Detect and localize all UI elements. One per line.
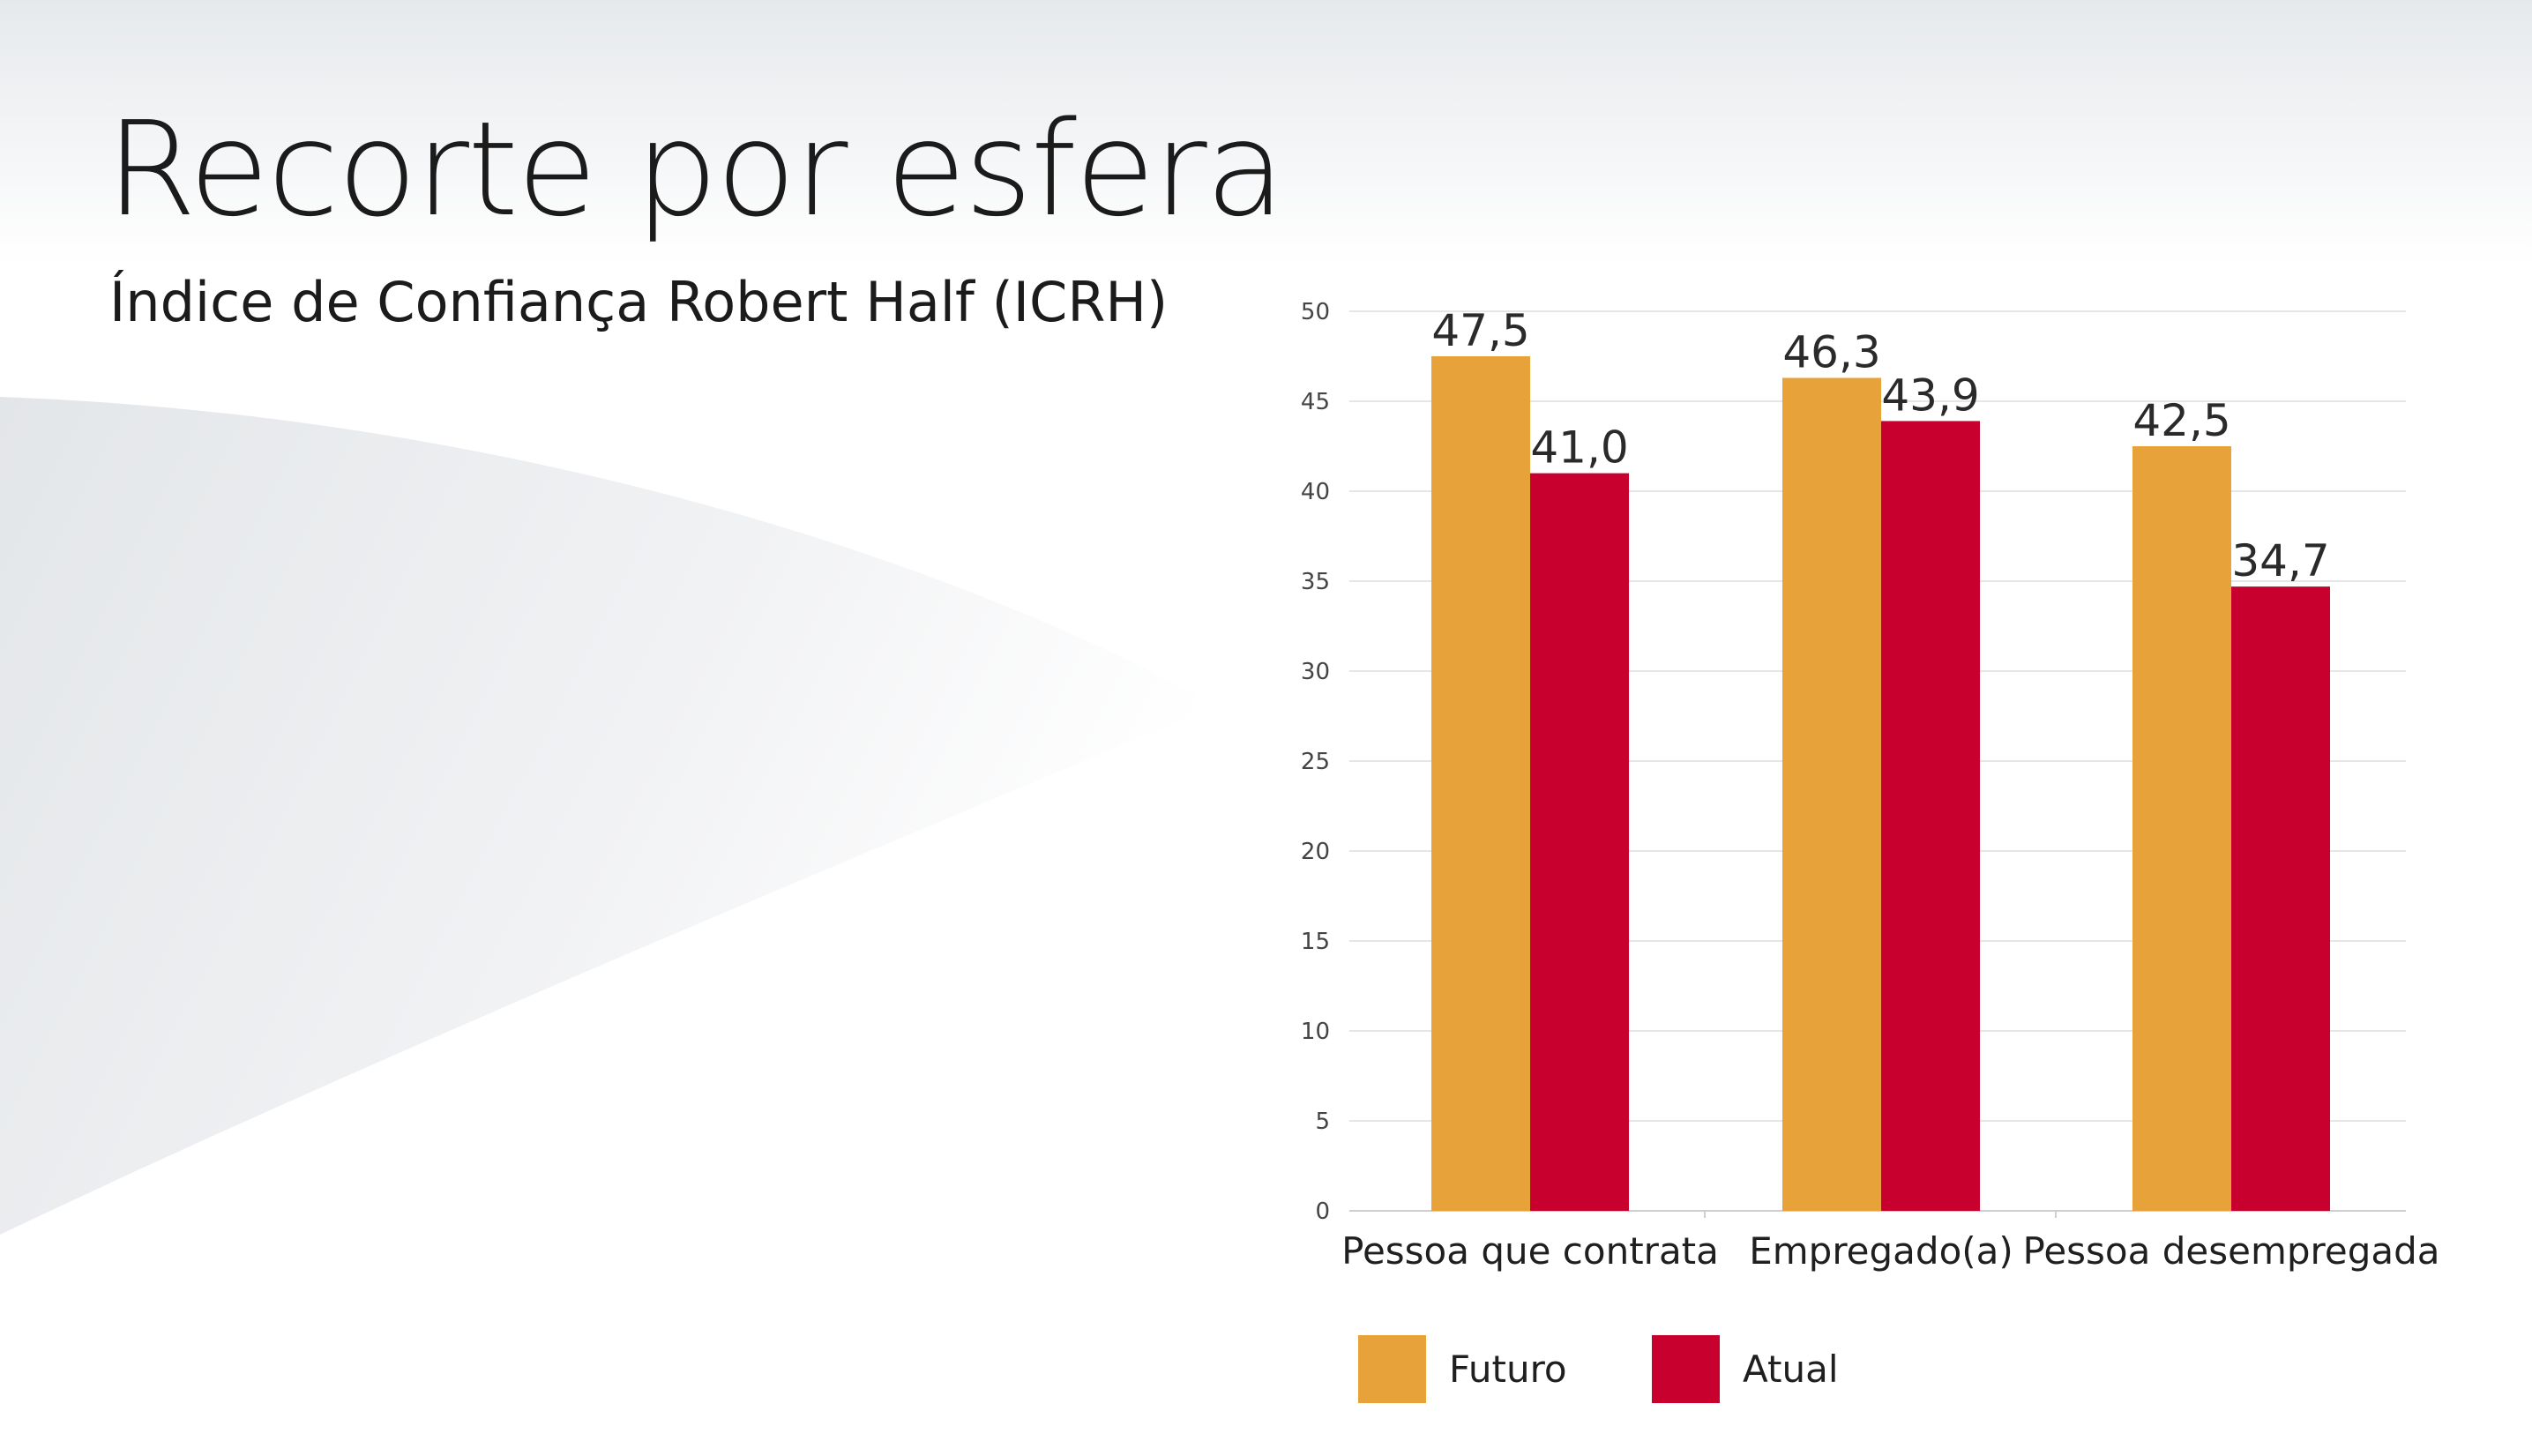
bar-atual [2231,586,2330,1211]
category-label: Empregado(a) [1749,1229,2013,1273]
legend-swatch-futuro [1358,1335,1426,1403]
data-label: 42,5 [2132,395,2230,446]
data-label: 46,3 [1782,326,1880,377]
bar-atual [1881,421,1980,1211]
category-label: Pessoa desempregada [2023,1229,2440,1273]
bars [1431,356,2330,1212]
y-tick-label: 20 [1301,839,1330,865]
value-labels: 47,5 41,0 46,343,9 42,5 34,7 [1431,305,2329,586]
legend-swatch-atual [1652,1335,1720,1403]
y-tick-label: 0 [1315,1198,1330,1225]
data-label: 34,7 [2231,535,2329,586]
legend-label: Futuro [1449,1348,1567,1391]
category-label: Pessoa que contrata [1341,1229,1719,1273]
y-axis-ticks: 0 5 10 15 20 25 30 35 40 45 50 [1301,299,1330,1225]
y-tick-label: 25 [1301,749,1330,775]
bar-futuro [2132,446,2231,1211]
y-tick-label: 45 [1301,389,1330,415]
bar-futuro [1782,377,1881,1212]
y-tick-label: 50 [1301,299,1330,325]
y-tick-label: 30 [1301,659,1330,685]
legend-label: Atual [1743,1348,1839,1391]
page-subtitle: Índice de Confiança Robert Half (ICRH) [109,270,1169,334]
y-tick-label: 35 [1301,569,1330,595]
data-label: 41,0 [1530,422,1628,474]
y-tick-label: 5 [1315,1109,1330,1135]
data-label: 47,5 [1431,305,1529,356]
bar-futuro [1431,356,1530,1211]
page-title: Recorte por esfera [106,93,1285,245]
legend: Futuro Atual [1358,1335,1839,1403]
bar-atual [1530,473,1629,1211]
x-axis-categories: Pessoa que contrata Empregado(a) Pessoa de… [1341,1229,2439,1273]
y-tick-label: 10 [1301,1019,1330,1045]
data-label: 43,9 [1881,370,1979,421]
y-tick-label: 15 [1301,929,1330,955]
y-tick-label: 40 [1301,479,1330,505]
